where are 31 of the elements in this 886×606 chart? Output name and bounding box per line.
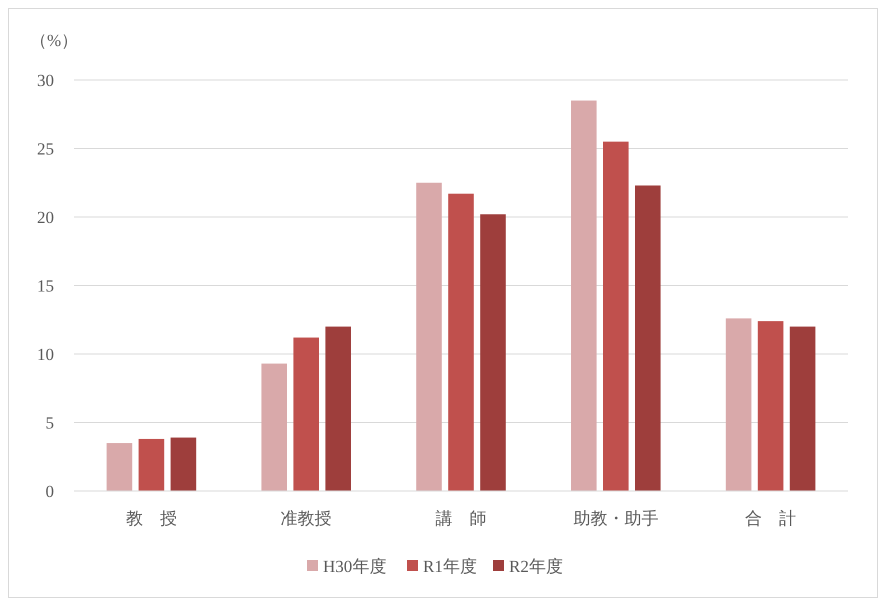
legend-label: H30年度 [323,556,386,576]
bar [416,182,442,491]
bar [170,438,196,491]
bar [325,326,351,491]
y-tick-label: 5 [46,413,54,432]
y-tick-label: 30 [37,70,54,90]
x-tick-label: 准教授 [280,509,332,528]
y-tick-label: 15 [37,276,54,296]
bar [480,214,506,491]
bar [138,438,164,491]
bar [293,338,319,491]
y-tick-label: 20 [37,208,54,227]
x-tick-label: 助教・助手 [573,509,658,528]
bar [726,318,752,491]
x-tick-label: 合 計 [745,509,796,528]
bar [106,443,132,491]
x-tick-label: 教 授 [126,509,177,528]
legend-label: R1年度 [423,556,477,576]
legend-label: R2年度 [509,556,563,576]
bar [261,364,288,491]
bar [571,100,597,491]
y-axis-title: （%） [30,31,78,50]
bar [634,185,661,491]
bar [603,142,629,491]
y-tick-label: 25 [37,139,54,158]
x-tick-label: 講 師 [436,509,486,528]
bar [790,326,816,491]
bar [758,321,784,491]
bar [448,194,474,491]
y-tick-label: 10 [37,344,54,364]
y-tick-label: 0 [46,482,54,501]
